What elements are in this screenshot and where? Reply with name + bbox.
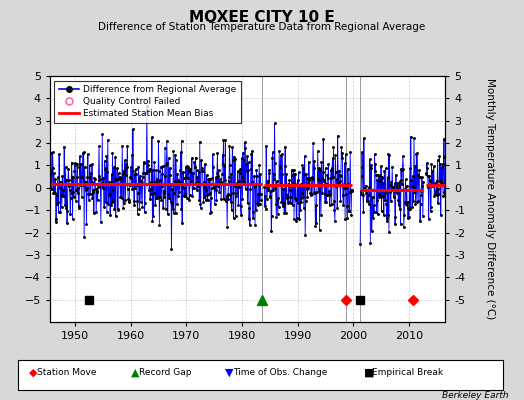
Y-axis label: Monthly Temperature Anomaly Difference (°C): Monthly Temperature Anomaly Difference (… xyxy=(485,78,495,320)
Legend: Difference from Regional Average, Quality Control Failed, Estimated Station Mean: Difference from Regional Average, Qualit… xyxy=(54,80,241,123)
Text: ▼: ▼ xyxy=(225,367,234,377)
Text: Time of Obs. Change: Time of Obs. Change xyxy=(233,368,328,377)
Text: Difference of Station Temperature Data from Regional Average: Difference of Station Temperature Data f… xyxy=(99,22,425,32)
Text: Berkeley Earth: Berkeley Earth xyxy=(442,391,508,400)
Text: Station Move: Station Move xyxy=(37,368,96,377)
Text: Empirical Break: Empirical Break xyxy=(372,368,443,377)
Text: ◆: ◆ xyxy=(29,367,37,377)
Text: MOXEE CITY 10 E: MOXEE CITY 10 E xyxy=(189,10,335,25)
Text: ▲: ▲ xyxy=(131,367,139,377)
Text: ■: ■ xyxy=(364,367,375,377)
Text: Record Gap: Record Gap xyxy=(139,368,191,377)
